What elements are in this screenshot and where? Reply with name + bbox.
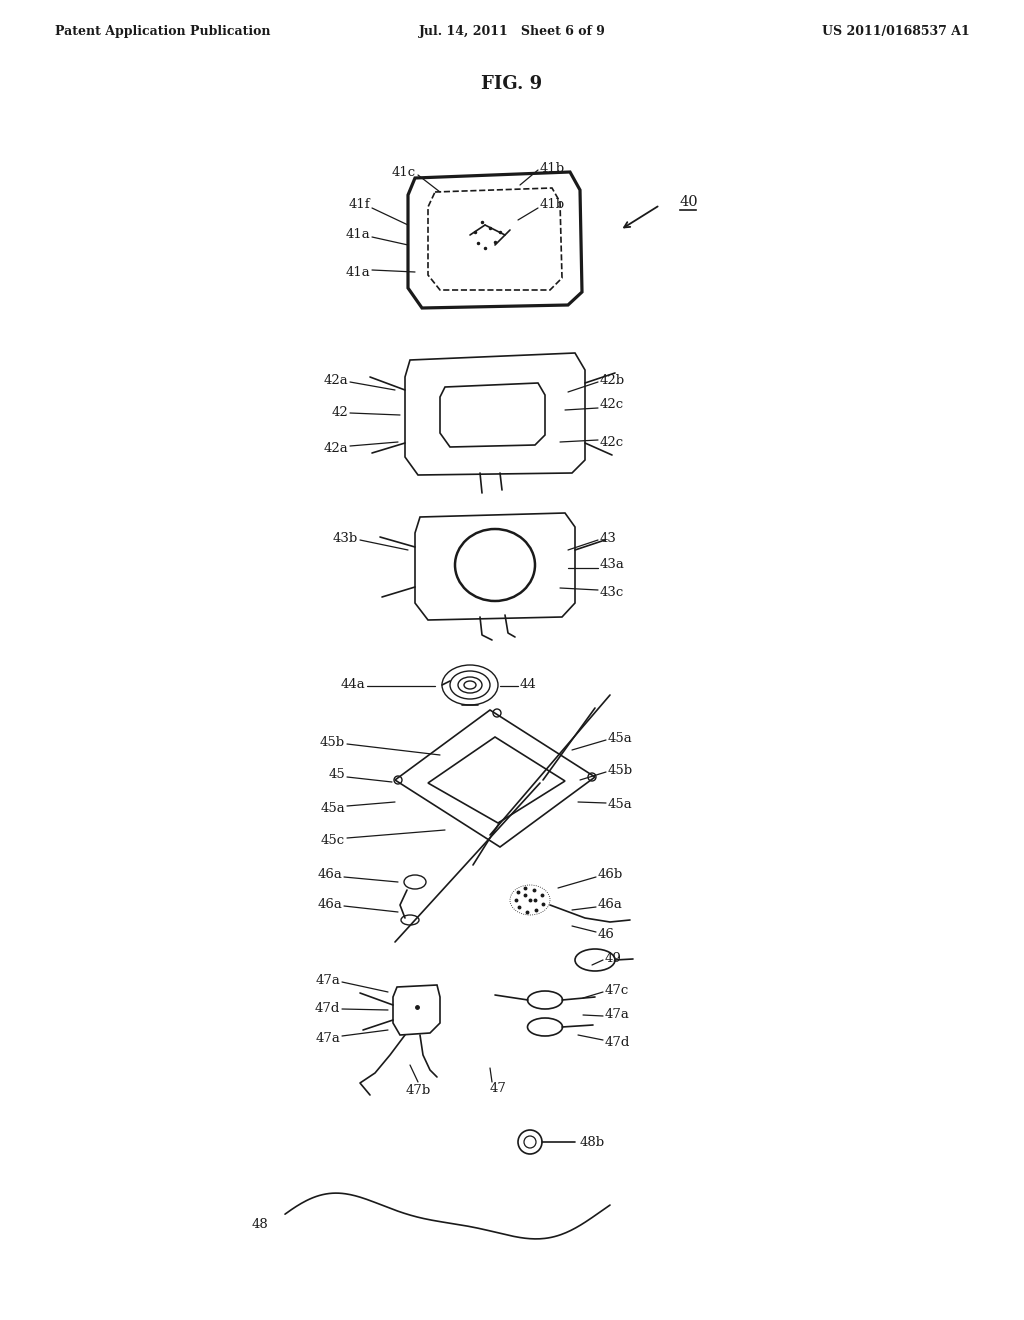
Text: 45c: 45c (321, 833, 345, 846)
Text: 46a: 46a (317, 899, 342, 912)
Text: US 2011/0168537 A1: US 2011/0168537 A1 (822, 25, 970, 38)
Text: Jul. 14, 2011   Sheet 6 of 9: Jul. 14, 2011 Sheet 6 of 9 (419, 25, 605, 38)
Text: 46a: 46a (598, 899, 623, 912)
Text: 42a: 42a (324, 441, 348, 454)
Text: 41a: 41a (345, 228, 370, 242)
Text: 45b: 45b (319, 735, 345, 748)
Text: 47d: 47d (314, 1002, 340, 1015)
Text: 43: 43 (600, 532, 616, 544)
Text: 47c: 47c (605, 983, 630, 997)
Text: 47a: 47a (315, 974, 340, 986)
Text: FIG. 9: FIG. 9 (481, 75, 543, 92)
Text: 41b: 41b (540, 198, 565, 211)
Text: 46b: 46b (598, 869, 624, 882)
Text: 42b: 42b (600, 374, 625, 387)
Text: 47a: 47a (605, 1008, 630, 1022)
Text: 45a: 45a (321, 801, 345, 814)
Text: 41f: 41f (348, 198, 370, 211)
Text: 47: 47 (490, 1081, 507, 1094)
Text: 42c: 42c (600, 436, 624, 449)
Text: 45a: 45a (608, 731, 633, 744)
Text: 43c: 43c (600, 586, 625, 598)
Text: 47b: 47b (406, 1084, 431, 1097)
Text: 42: 42 (331, 405, 348, 418)
Text: 47a: 47a (315, 1031, 340, 1044)
Text: 45a: 45a (608, 799, 633, 812)
Text: 44a: 44a (340, 678, 365, 692)
Text: 47d: 47d (605, 1035, 631, 1048)
Text: 40: 40 (680, 195, 698, 209)
Text: 42a: 42a (324, 374, 348, 387)
Text: 43b: 43b (333, 532, 358, 544)
Text: 41b: 41b (540, 161, 565, 174)
Text: 41a: 41a (345, 265, 370, 279)
Text: 49: 49 (605, 952, 622, 965)
Text: 45b: 45b (608, 763, 633, 776)
Text: 41c: 41c (392, 165, 416, 178)
Text: 45: 45 (329, 768, 345, 781)
Text: 43a: 43a (600, 558, 625, 572)
Text: 48b: 48b (580, 1135, 605, 1148)
Text: 48: 48 (251, 1218, 268, 1232)
Text: 46a: 46a (317, 869, 342, 882)
Text: 44: 44 (520, 678, 537, 692)
Text: 46: 46 (598, 928, 614, 941)
Text: 42c: 42c (600, 399, 624, 412)
Text: Patent Application Publication: Patent Application Publication (55, 25, 270, 38)
